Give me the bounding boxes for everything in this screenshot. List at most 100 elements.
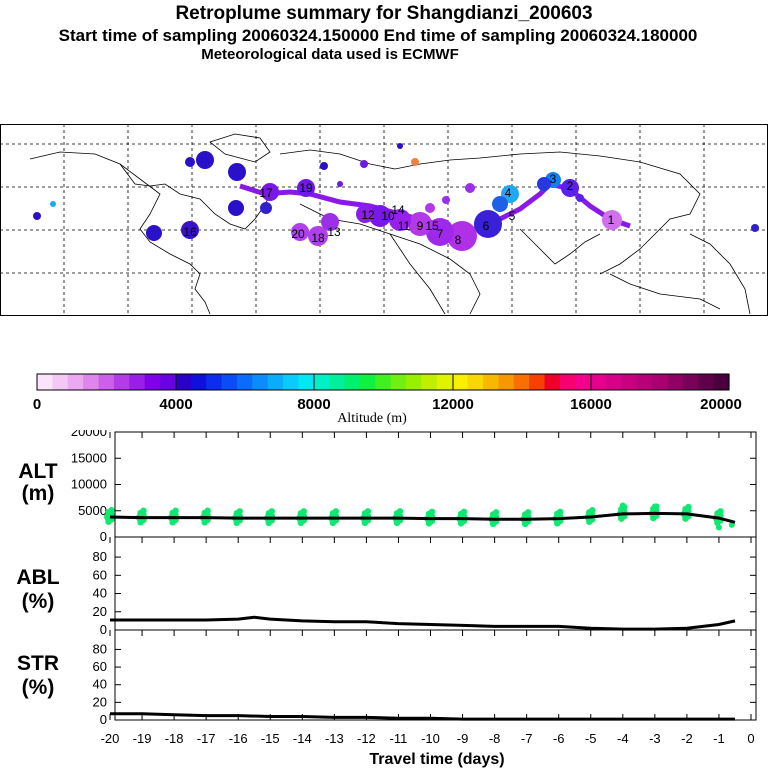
colorbar-swatch: [575, 374, 592, 390]
alt-scatter-point: [717, 508, 724, 515]
x-tick-label: 0: [747, 731, 754, 746]
colorbar-swatch: [667, 374, 684, 390]
alt-scatter-point: [428, 508, 436, 515]
alt-scatter-point: [619, 502, 626, 509]
y-tick-label: 60: [93, 567, 107, 582]
x-tick-label: -3: [649, 731, 661, 746]
x-tick-label: -8: [489, 731, 501, 746]
y-tick-label: 60: [93, 659, 107, 674]
map-label-14: 14: [391, 203, 405, 217]
map-grid: [0, 124, 768, 316]
alt-scatter-point: [460, 508, 468, 515]
colorbar-swatch: [298, 374, 315, 390]
x-tick-label: -16: [229, 731, 248, 746]
panel-abl: ABL (%) 0 20 40 60 80: [16, 536, 757, 637]
panel-alt-ylabel: ALT: [18, 460, 57, 483]
alt-scatter-point: [685, 503, 692, 511]
x-tick-label: -12: [357, 731, 376, 746]
x-tick-label: -7: [521, 731, 533, 746]
colorbar-swatch: [98, 374, 115, 390]
alt-scatter-point: [728, 521, 735, 528]
colorbar-swatch: [559, 374, 576, 390]
y-tick-label: 40: [93, 586, 107, 601]
map-label-4: 4: [505, 186, 512, 200]
chart-title: Retroplume summary for Shangdianzi_20060…: [175, 3, 593, 24]
colorbar-tick-0: 0: [33, 396, 41, 413]
panel-str-ylabel: STR: [17, 652, 59, 675]
alt-scatter-point: [364, 508, 372, 515]
y-tick-label: 40: [93, 677, 107, 692]
map-label-2: 2: [567, 179, 574, 193]
colorbar-swatch: [713, 374, 730, 390]
met-data-note: Meteorological data used is ECMWF: [201, 46, 459, 63]
y-tick-label: 15000: [71, 450, 107, 465]
alt-scatter-point: [557, 508, 564, 515]
colorbar-swatch: [636, 374, 653, 390]
colorbar-label: Altitude (m): [337, 411, 407, 426]
alt-scatter-point: [332, 508, 340, 515]
panel-alt-yunit: (m): [22, 482, 55, 505]
altitude-colorbar: 0 4000 8000 12000 16000 20000 Altitude (…: [33, 373, 742, 426]
map-label-6: 6: [483, 219, 490, 233]
colorbar-swatch: [652, 374, 669, 390]
colorbar-swatch: [698, 374, 715, 390]
colorbar-swatch: [513, 374, 530, 390]
map-label-10: 10: [381, 209, 395, 223]
y-tick-label: 20: [93, 604, 107, 619]
y-tick-label: 0: [100, 622, 107, 637]
colorbar-swatch: [605, 374, 622, 390]
colorbar-swatch: [406, 374, 423, 390]
colorbar-tick-4000: 4000: [159, 396, 192, 413]
colorbar-swatch: [390, 374, 407, 390]
colorbar-swatch: [160, 374, 176, 390]
colorbar-swatch: [67, 374, 84, 390]
alt-scatter-point: [236, 508, 243, 515]
panel-abl-yunit: (%): [22, 590, 55, 613]
x-tick-label: -10: [421, 731, 440, 746]
x-tick-label: -17: [197, 731, 216, 746]
colorbar-swatch: [283, 374, 300, 390]
colorbar-swatch: [682, 374, 699, 390]
colorbar-swatch: [313, 374, 330, 390]
x-axis-label: Travel time (days): [369, 751, 504, 768]
colorbar-tick-12000: 12000: [432, 396, 474, 413]
colorbar-swatch: [498, 374, 515, 390]
map-label-9: 9: [417, 219, 424, 233]
colorbar-swatch: [529, 374, 546, 390]
alt-scatter-point: [589, 507, 596, 514]
colorbar-swatch: [175, 374, 192, 390]
alt-scatter-point: [140, 507, 147, 514]
panel-alt: ALT (m) 0 5000 10000 15000 20000: [18, 430, 757, 544]
x-tick-label: -2: [681, 731, 693, 746]
str-series-line: [110, 712, 735, 721]
x-tick-label: -6: [553, 731, 565, 746]
colorbar-swatch: [236, 374, 253, 390]
alt-scatter-point: [108, 507, 115, 514]
map-label-1: 1: [608, 213, 615, 227]
colorbar-swatch: [190, 374, 207, 390]
colorbar-swatch: [329, 374, 346, 390]
colorbar-swatch: [467, 374, 484, 390]
panel-str-yunit: (%): [22, 676, 55, 699]
alt-scatter-point: [204, 507, 211, 514]
alt-scatter-point: [492, 509, 500, 516]
map-label-11: 11: [398, 219, 411, 233]
colorbar-swatch: [52, 374, 69, 390]
y-tick-label: 5000: [78, 503, 107, 518]
colorbar-swatch: [37, 374, 53, 390]
x-tick-label: -13: [325, 731, 344, 746]
colorbar-swatch: [344, 374, 361, 390]
colorbar-tick-8000: 8000: [297, 396, 330, 413]
y-tick-label: 20: [93, 694, 107, 709]
sampling-times: Start time of sampling 20060324.150000 E…: [58, 26, 698, 45]
colorbar-swatch: [621, 374, 638, 390]
coastlines: [29, 133, 751, 315]
panel-abl-ylabel: ABL: [16, 566, 59, 589]
colorbar-swatch: [436, 374, 453, 390]
map-label-15: 15: [425, 219, 439, 233]
abl-series-line: [110, 615, 736, 631]
x-tick-label: -5: [585, 731, 597, 746]
alt-series-line: [109, 511, 736, 524]
colorbar-swatch: [221, 374, 238, 390]
colorbar-swatch: [482, 374, 499, 390]
